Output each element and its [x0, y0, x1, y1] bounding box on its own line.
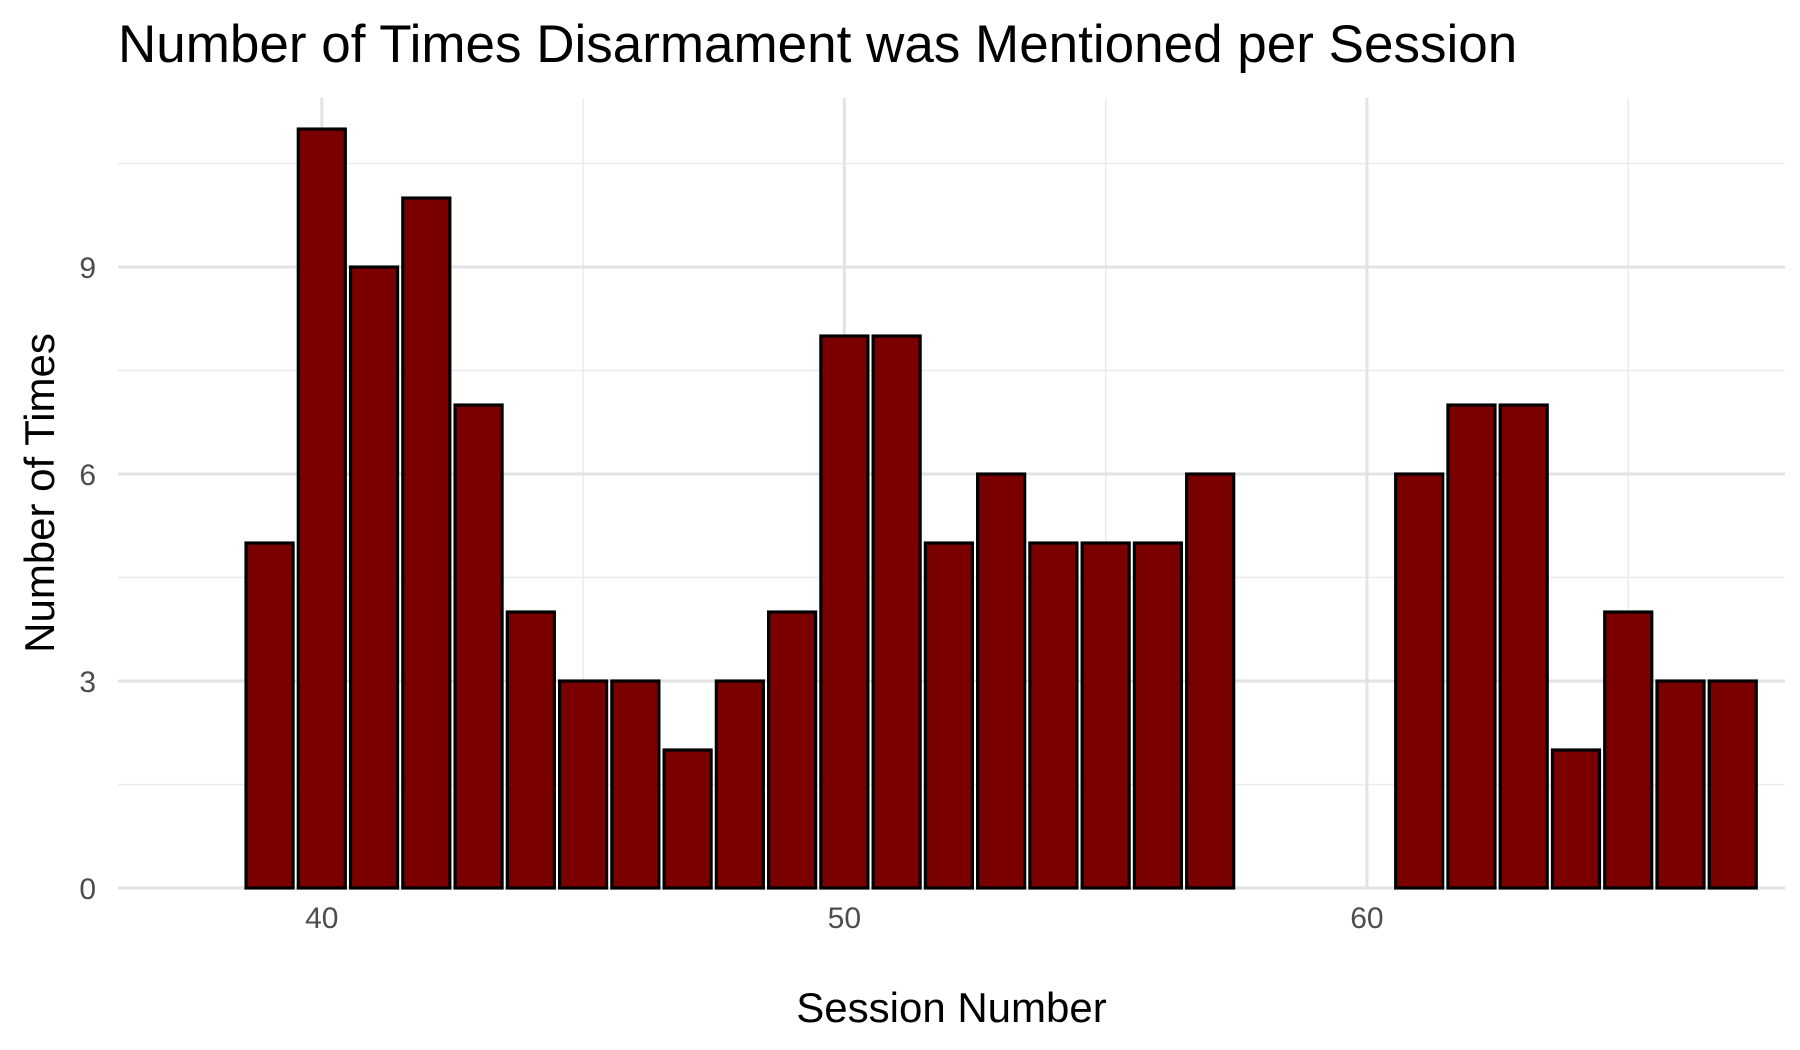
y-tick-label: 3 [79, 666, 96, 699]
y-tick-label: 0 [79, 873, 96, 906]
bar-session-57 [1185, 472, 1236, 890]
bar-session-50 [819, 334, 870, 890]
bar-session-48 [714, 679, 765, 890]
bar-session-45 [557, 679, 609, 890]
y-tick-label: 6 [79, 459, 96, 492]
bar-session-55 [1080, 541, 1131, 890]
bar-session-53 [976, 472, 1027, 890]
x-tick-label: 40 [305, 902, 338, 935]
bar-session-54 [1028, 541, 1079, 890]
bar-session-64 [1550, 748, 1602, 890]
bar-session-46 [610, 679, 661, 890]
bar-session-42 [401, 196, 452, 890]
chart-title: Number of Times Disarmament was Mentione… [118, 15, 1518, 74]
x-axis-title: Session Number [796, 984, 1106, 1031]
bar-session-62 [1446, 403, 1497, 890]
bar-session-65 [1603, 610, 1654, 890]
bar-session-43 [453, 403, 504, 890]
bar-session-63 [1498, 403, 1549, 890]
bar-session-40 [296, 127, 347, 890]
bar-session-66 [1655, 679, 1706, 890]
y-axis-title: Number of Times [16, 333, 63, 653]
x-tick-label: 50 [828, 902, 861, 935]
y-tick-label: 9 [79, 252, 96, 285]
tick-labels-layer: 40 50 60 0 3 6 9 [79, 252, 1383, 935]
bar-session-56 [1132, 541, 1184, 890]
bar-session-44 [505, 610, 556, 890]
bar-session-39 [244, 541, 295, 890]
bar-session-47 [662, 748, 713, 890]
x-tick-label: 60 [1350, 902, 1383, 935]
bars-layer [244, 127, 1758, 890]
bar-session-49 [767, 610, 818, 890]
bar-session-52 [923, 541, 975, 890]
bar-session-67 [1707, 679, 1758, 890]
bar-session-41 [348, 265, 400, 890]
bar-session-61 [1394, 472, 1445, 890]
bar-session-51 [871, 334, 922, 890]
